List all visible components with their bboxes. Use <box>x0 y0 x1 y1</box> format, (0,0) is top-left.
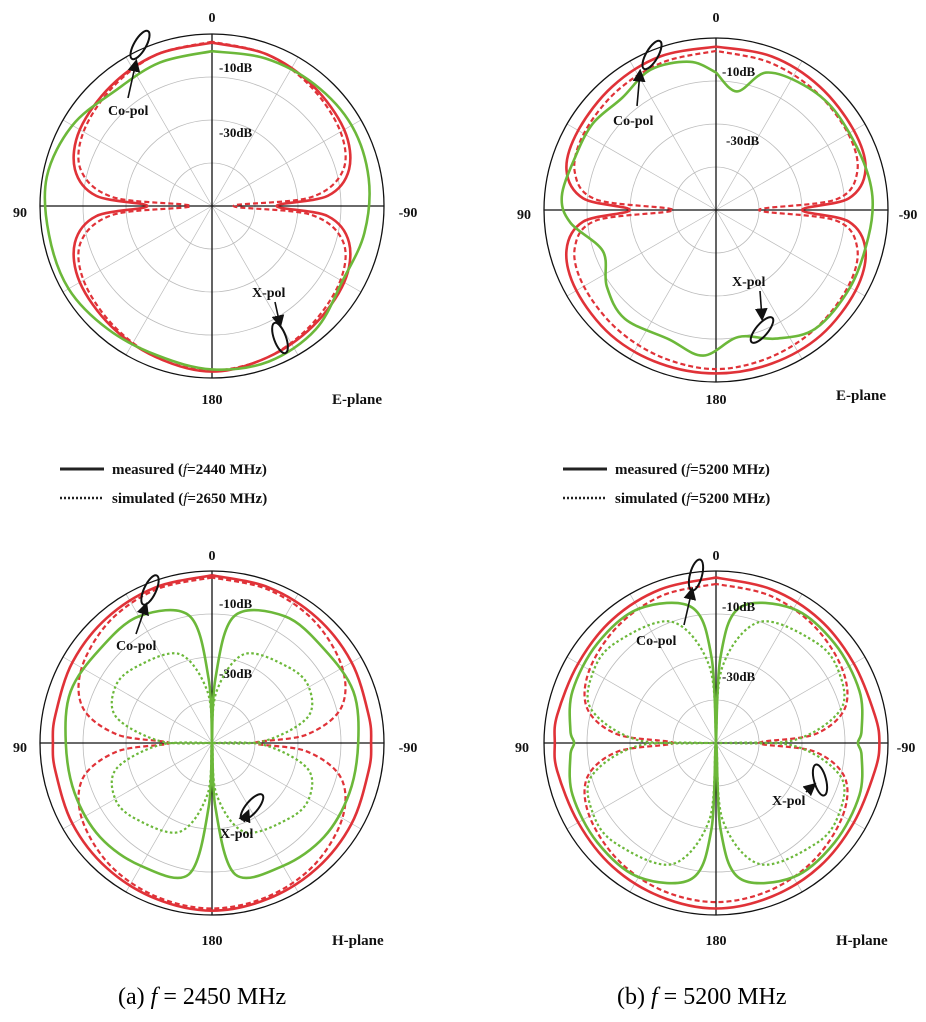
pol-marker-arrow <box>806 785 814 792</box>
polar-chart-b-e-plane: 0 90 -90 180 -10dB -30dB Co-pol X-pol E-… <box>517 11 917 408</box>
ring-label-30db: -30dB <box>219 125 253 140</box>
grid-spoke <box>212 206 361 292</box>
grid-spoke <box>126 206 212 355</box>
legend-simulated-label: simulated (f=5200 MHz) <box>615 491 770 507</box>
grid-spoke <box>63 657 212 743</box>
pol-marker-arrow <box>275 302 280 325</box>
grid-spoke <box>630 61 716 210</box>
angle-label-bottom: 180 <box>202 934 223 949</box>
grid-spoke <box>630 594 716 743</box>
legend-a: measured (f=2440 MHz) simulated (f=2650 … <box>60 462 267 507</box>
plane-label: H-plane <box>332 933 384 949</box>
angle-label-bottom: 180 <box>202 393 223 408</box>
pol-marker-arrow <box>136 605 146 634</box>
angle-label-top: 0 <box>713 11 720 26</box>
polar-chart-b-h-plane: 0 90 -90 180 -10dB -30dB Co-pol X-pol H-… <box>515 549 915 949</box>
angle-label-left: 90 <box>13 741 27 756</box>
annotation-markers <box>127 28 830 823</box>
angle-label-right: -90 <box>899 208 918 223</box>
legend-b: measured (f=5200 MHz) simulated (f=5200 … <box>563 462 770 507</box>
angle-label-bottom: 180 <box>706 393 727 408</box>
ring-label-10db: -10dB <box>219 60 253 75</box>
legend-simulated-label: simulated (f=2650 MHz) <box>112 491 267 507</box>
angle-label-left: 90 <box>515 741 529 756</box>
polar-chart-a-e-plane: 0 90 -90 180 -10dB -30dB Co-pol X-pol E-… <box>13 11 417 408</box>
angle-label-right: -90 <box>399 206 418 221</box>
ring-label-30db: -30dB <box>726 133 760 148</box>
polar-grid <box>544 38 888 382</box>
ring-label-30db: -30dB <box>219 666 253 681</box>
pol-marker-arrow <box>760 291 762 318</box>
ring-label-10db: -10dB <box>722 599 756 614</box>
angle-label-right: -90 <box>897 741 916 756</box>
angle-label-left: 90 <box>13 206 27 221</box>
pol-marker-ellipse <box>747 314 777 346</box>
annotation-xpol: X-pol <box>220 827 254 842</box>
pol-marker-arrow <box>244 812 248 822</box>
annotation-copol: Co-pol <box>613 114 654 129</box>
grid-spoke <box>126 57 212 206</box>
ring-label-30db: -30dB <box>722 669 756 684</box>
grid-spoke <box>212 743 298 892</box>
angle-label-left: 90 <box>517 208 531 223</box>
annotation-copol: Co-pol <box>636 634 677 649</box>
grid-spoke <box>630 210 716 359</box>
pol-marker-arrow <box>637 72 640 106</box>
annotation-xpol: X-pol <box>772 794 806 809</box>
annotation-xpol: X-pol <box>732 275 766 290</box>
annotation-copol: Co-pol <box>116 639 157 654</box>
series-x-meas <box>562 62 873 356</box>
polar-grid <box>40 34 384 378</box>
annotation-copol: Co-pol <box>108 104 149 119</box>
pol-marker-ellipse <box>810 763 830 797</box>
grid-spoke <box>716 743 865 829</box>
plane-label: H-plane <box>836 933 888 949</box>
caption-b: (b) f = 5200 MHz <box>617 984 787 1010</box>
angle-label-top: 0 <box>209 549 216 564</box>
angle-label-top: 0 <box>209 11 216 26</box>
grid-spoke <box>126 743 212 892</box>
plane-label: E-plane <box>836 388 886 404</box>
annotation-xpol: X-pol <box>252 286 286 301</box>
plane-label: E-plane <box>332 392 382 408</box>
grid-spoke <box>63 206 212 292</box>
ring-label-10db: -10dB <box>722 64 756 79</box>
pol-marker-ellipse <box>269 321 291 355</box>
legend-measured-label: measured (f=2440 MHz) <box>112 462 267 478</box>
angle-label-right: -90 <box>399 741 418 756</box>
legend-measured-label: measured (f=5200 MHz) <box>615 462 770 478</box>
pol-marker-ellipse <box>237 791 267 823</box>
grid-spoke <box>630 743 716 892</box>
ring-label-10db: -10dB <box>219 596 253 611</box>
angle-label-top: 0 <box>713 549 720 564</box>
polar-chart-a-h-plane: 0 90 -90 180 -10dB -30dB Co-pol X-pol H-… <box>13 549 417 949</box>
grid-spoke <box>63 120 212 206</box>
angle-label-bottom: 180 <box>706 934 727 949</box>
grid-spoke <box>716 743 802 892</box>
caption-a: (a) f = 2450 MHz <box>118 984 286 1010</box>
